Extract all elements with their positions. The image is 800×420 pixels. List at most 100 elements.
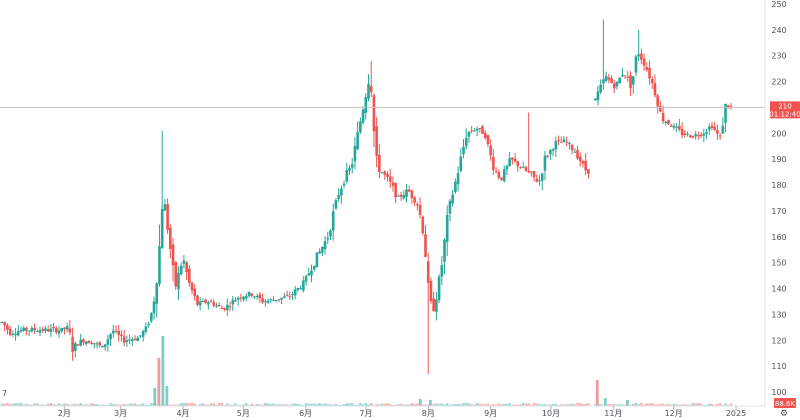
volume-bar	[402, 404, 405, 406]
candle-body	[570, 145, 574, 151]
candle-body	[236, 297, 240, 300]
candle-body	[255, 295, 259, 298]
last-price-badge: 210 01:12:40	[769, 101, 800, 119]
volume-bar	[424, 404, 427, 406]
candle-body	[337, 194, 340, 200]
candle-body	[549, 150, 552, 155]
candle-body	[44, 328, 47, 331]
volume-bar	[46, 403, 50, 406]
volume-bar	[302, 404, 305, 406]
volume-bar	[323, 403, 327, 406]
candle-body	[84, 341, 88, 345]
volume-bar	[122, 404, 126, 406]
candle-body	[445, 214, 449, 242]
candle-body	[694, 134, 697, 137]
volume-bar	[718, 403, 722, 406]
volume-bar	[82, 404, 85, 406]
candle-body	[93, 343, 96, 345]
volume-bar	[494, 404, 498, 406]
volume-bar	[465, 402, 468, 406]
candle-body	[155, 283, 159, 304]
candle-body	[16, 331, 20, 336]
candle-body	[710, 125, 714, 128]
candle-body	[667, 120, 670, 125]
candle-body	[228, 306, 232, 308]
volume-bar	[329, 404, 332, 406]
volume-bar	[675, 404, 678, 406]
settings-gear-icon[interactable]: ⚙	[780, 409, 788, 419]
candle-body	[220, 308, 224, 310]
volume-bar	[144, 404, 148, 406]
volume-bar	[642, 404, 646, 406]
volume-bar	[437, 403, 441, 406]
candle-body	[691, 136, 695, 138]
volume-bar	[435, 403, 438, 406]
volume-bar	[602, 404, 605, 406]
volume-bar	[133, 403, 137, 406]
candle-body	[152, 301, 156, 314]
candle-body	[364, 96, 368, 113]
candle-body	[500, 177, 503, 180]
candle-body	[95, 343, 99, 345]
candle-body	[562, 139, 566, 143]
y-tick-label: 140	[771, 285, 786, 294]
candle-body	[188, 268, 191, 284]
candle-body	[475, 128, 479, 131]
volume-bar	[253, 404, 256, 406]
candle-body	[71, 336, 74, 352]
candle-body	[27, 330, 31, 332]
volume-bar	[637, 404, 640, 406]
volume-bar	[389, 404, 392, 406]
volume-bar	[565, 404, 568, 406]
candle-body	[318, 251, 321, 254]
x-tick-label: 4月	[176, 409, 189, 418]
candle-body	[459, 156, 463, 171]
volume-bar	[223, 404, 226, 406]
candle-body	[117, 330, 121, 335]
candle-body	[456, 173, 460, 185]
candle-body	[648, 67, 651, 79]
candle-body	[266, 300, 270, 303]
volume-bar	[109, 402, 112, 406]
volume-bar	[177, 404, 180, 406]
candle-body	[353, 145, 357, 162]
volume-bar	[215, 404, 218, 406]
candle-body	[217, 305, 221, 307]
candle-body	[207, 302, 210, 305]
volume-bar	[120, 404, 123, 406]
x-tick-label: 2月	[58, 409, 71, 418]
volume-bar	[562, 404, 566, 406]
y-tick-label: 190	[771, 155, 786, 164]
volume-bar	[220, 403, 224, 406]
candle-body	[621, 74, 624, 77]
volume-bar	[44, 404, 47, 406]
candle-body	[288, 296, 292, 298]
candle-body	[299, 288, 302, 290]
candle-body	[697, 135, 700, 137]
volume-bar	[52, 404, 55, 406]
volume-bar	[179, 402, 183, 406]
volume-bar	[11, 403, 15, 406]
candle-body	[196, 295, 199, 305]
volume-bar	[503, 403, 506, 406]
candle-body	[623, 75, 627, 77]
volume-bar	[686, 404, 689, 406]
volume-bar	[522, 403, 525, 406]
candle-body	[386, 173, 389, 177]
candle-body	[661, 112, 665, 122]
volume-bar	[269, 404, 272, 406]
candle-body	[6, 325, 9, 330]
volume-bar	[716, 403, 719, 406]
candle-body	[101, 345, 104, 348]
volume-bar	[467, 403, 471, 406]
candle-body	[599, 84, 602, 93]
candle-body	[535, 178, 539, 182]
candle-body	[578, 156, 582, 162]
last-price-label: 210	[778, 102, 791, 110]
volume-bar	[710, 403, 714, 406]
volume-bar	[55, 404, 58, 406]
volume-bar	[705, 404, 708, 406]
volume-bar	[264, 402, 267, 406]
volume-bar	[615, 404, 619, 406]
